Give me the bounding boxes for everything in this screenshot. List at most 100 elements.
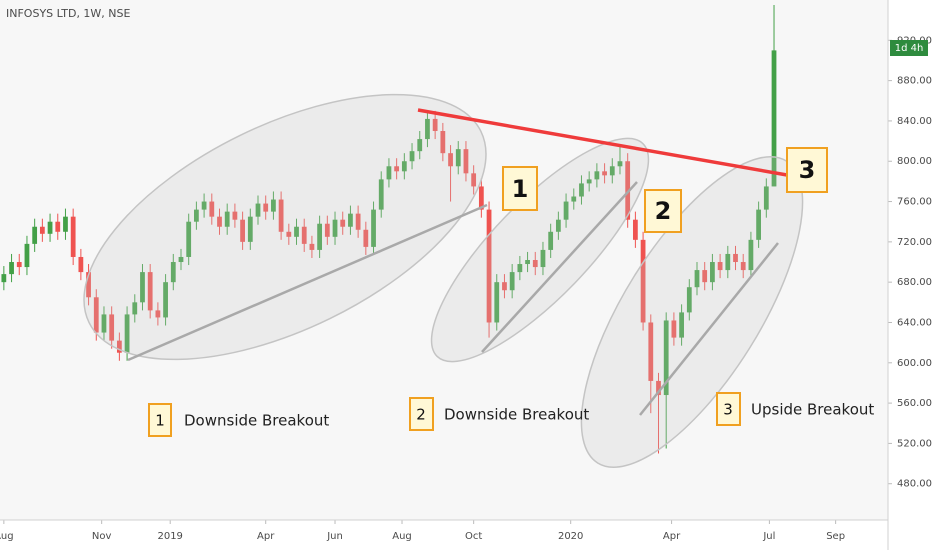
y-tick-label: 480.00 (897, 479, 932, 490)
candle-body (540, 249, 546, 268)
candle-body (771, 50, 777, 187)
legend-box (716, 392, 741, 426)
marker-box (786, 147, 828, 193)
candle-body (409, 151, 415, 162)
candle-body (16, 262, 22, 268)
legend-text: Downside Breakout (444, 406, 589, 424)
candle-body (740, 262, 746, 271)
candle-body (224, 211, 230, 227)
marker-box (502, 166, 538, 211)
candle-body (733, 253, 738, 263)
y-tick-label: 720.00 (897, 237, 932, 248)
candle-body (671, 320, 677, 338)
candle-body (694, 270, 700, 288)
candle-body (278, 199, 284, 232)
candle-body (401, 161, 407, 172)
candle-body (240, 219, 245, 242)
candle-body (656, 380, 661, 396)
candle-body (47, 221, 53, 234)
candle-body (717, 262, 723, 271)
candle-body (525, 260, 530, 265)
candle-body (78, 256, 84, 273)
legend-number: 3 (723, 401, 733, 419)
x-tick-label: Jun (326, 531, 343, 542)
candle-body (209, 201, 215, 217)
axes: 480.00 520.00 560.00 600.00 640.00 680.00 720.… (0, 35, 932, 542)
candle-body (63, 216, 68, 232)
y-tick-label: 560.00 (897, 398, 932, 409)
candle-body (378, 179, 384, 210)
candle-body (463, 149, 469, 174)
candle-body (147, 272, 153, 311)
candle-body (710, 262, 715, 283)
candle-body (363, 229, 369, 247)
candle-body (602, 171, 607, 176)
candle-body (748, 239, 754, 271)
candle-body (448, 153, 453, 167)
candle-body (571, 196, 577, 202)
countdown-badge (890, 40, 928, 56)
candle-body (340, 219, 346, 227)
candle-body (548, 231, 554, 250)
marker-label: 3 (799, 156, 816, 184)
candle-body (332, 219, 338, 237)
candle-body (517, 264, 523, 273)
candle-body (255, 203, 261, 217)
y-tick-label: 800.00 (897, 156, 932, 167)
legend-text: Upside Breakout (751, 401, 874, 419)
candle-body (247, 216, 253, 242)
candle-body (632, 219, 638, 240)
x-tick-label: Nov (92, 531, 112, 542)
legend-number: 1 (155, 412, 165, 430)
candle-body (32, 226, 38, 244)
candle-body (116, 340, 122, 353)
chart-title: INFOSYS LTD, 1W, NSE (6, 7, 131, 20)
candle-body (455, 149, 461, 167)
trendlines (127, 181, 779, 416)
x-tick-label: Sep (826, 531, 845, 542)
candle-body (386, 166, 392, 180)
x-tick-label: 2019 (157, 531, 182, 542)
candle-body (702, 270, 708, 283)
y-tick-label: 640.00 (897, 317, 932, 328)
candle-body (532, 260, 538, 268)
x-tick-label: Aug (0, 531, 14, 542)
candle-body (640, 239, 646, 323)
candle-body (371, 209, 376, 247)
countdown: 1d 4h (895, 43, 924, 54)
candle-body (55, 221, 61, 232)
candle-body (70, 216, 76, 257)
legend-number: 2 (416, 406, 426, 424)
candle-body (186, 221, 192, 257)
candle-body (494, 282, 500, 323)
candle-body (663, 320, 669, 396)
resistance-line (417, 108, 788, 177)
candle-body (502, 282, 507, 291)
candle-body (309, 243, 315, 250)
trendline (639, 242, 779, 416)
candle-body (763, 186, 769, 210)
x-tick-label: 2020 (558, 531, 583, 542)
candle-body (579, 183, 584, 197)
marker-label: 1 (512, 175, 529, 203)
x-tick-label: Apr (663, 531, 681, 542)
pattern-ellipse (430, 137, 650, 363)
candle-body (101, 314, 107, 333)
x-tick-label: Oct (465, 531, 482, 542)
candle-body (1, 274, 7, 283)
candle-body (324, 223, 330, 237)
y-tick-label: 840.00 (897, 116, 932, 127)
candle-body (271, 199, 276, 212)
y-tick-label: 880.00 (897, 76, 932, 87)
candle-body (286, 231, 292, 237)
candle-body (432, 118, 438, 132)
candle-body (348, 213, 353, 227)
y-tick-label: 760.00 (897, 197, 932, 208)
candle-body (263, 203, 269, 212)
x-tick-label: Jul (762, 531, 775, 542)
candle-body (555, 219, 561, 232)
candle-body (355, 213, 361, 230)
candle-body (124, 314, 130, 353)
x-tick-label: Aug (392, 531, 412, 542)
